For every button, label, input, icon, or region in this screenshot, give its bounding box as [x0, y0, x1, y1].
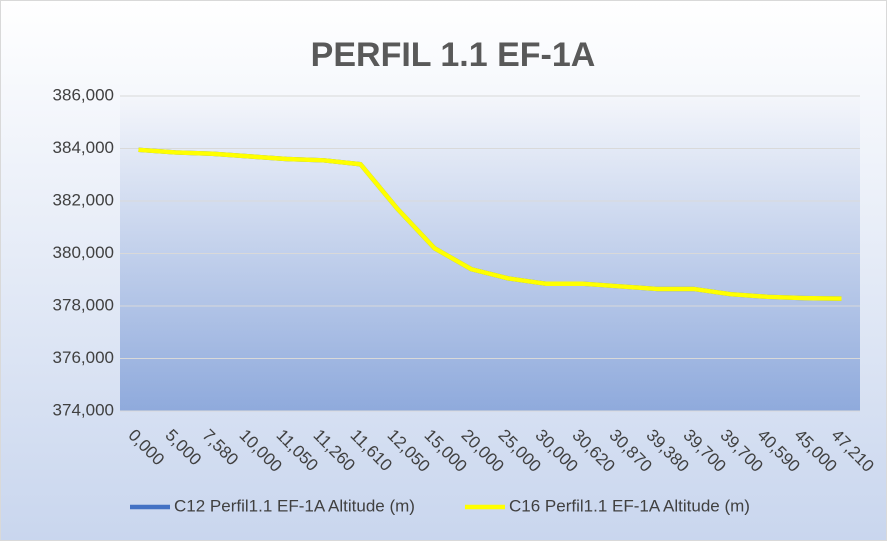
- y-tick-label: 386,000: [53, 85, 114, 104]
- legend-label: C12 Perfil1.1 EF-1A Altitude (m): [174, 496, 415, 515]
- y-tick-label: 376,000: [53, 348, 114, 367]
- y-tick-label: 378,000: [53, 295, 114, 314]
- y-tick-label: 380,000: [53, 243, 114, 262]
- y-tick-label: 382,000: [53, 190, 114, 209]
- legend-label: C16 Perfil1.1 EF-1A Altitude (m): [509, 496, 750, 515]
- y-tick-label: 384,000: [53, 138, 114, 157]
- chart-title: PERFIL 1.1 EF-1A: [311, 36, 596, 74]
- y-tick-label: 374,000: [53, 400, 114, 419]
- line-series: [138, 147, 842, 301]
